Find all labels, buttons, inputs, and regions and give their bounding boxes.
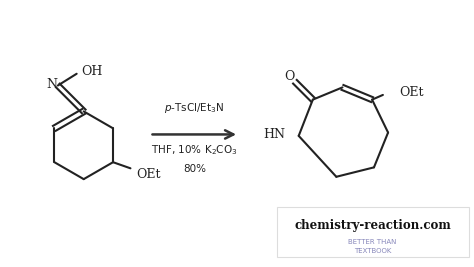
Text: chemistry-reaction.com: chemistry-reaction.com <box>294 219 451 232</box>
Text: HN: HN <box>264 128 285 142</box>
Text: BETTER THAN: BETTER THAN <box>348 239 397 245</box>
FancyBboxPatch shape <box>277 207 468 257</box>
Text: THF, 10% K$_2$CO$_3$: THF, 10% K$_2$CO$_3$ <box>151 143 237 157</box>
Text: OH: OH <box>82 65 103 78</box>
Text: OEt: OEt <box>137 168 161 181</box>
Text: O: O <box>284 70 294 83</box>
Text: OEt: OEt <box>399 86 423 99</box>
Text: N: N <box>46 78 57 91</box>
Text: TEXTBOOK: TEXTBOOK <box>354 248 391 254</box>
Text: $p$-TsCl/Et$_3$N: $p$-TsCl/Et$_3$N <box>164 101 224 115</box>
Text: 80%: 80% <box>183 164 206 174</box>
